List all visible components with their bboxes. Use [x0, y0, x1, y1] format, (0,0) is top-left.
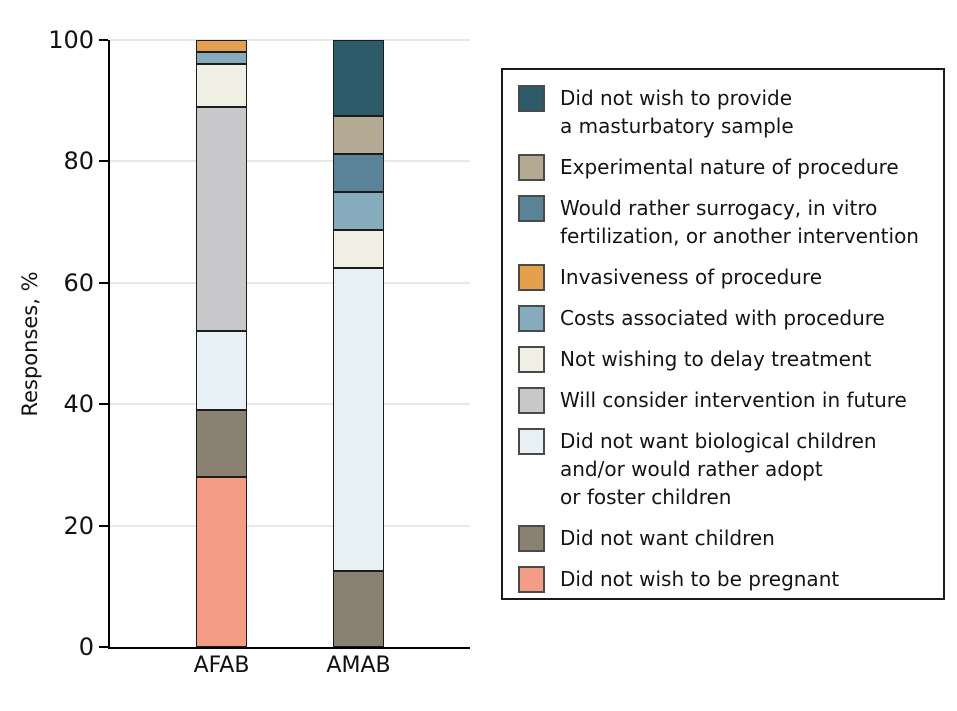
legend-label: Invasiveness of procedure [560, 263, 822, 291]
legend-item: Did not want biological children and/or w… [518, 427, 929, 511]
y-tick-mark-100 [99, 39, 108, 41]
bar-segment-amab [333, 229, 384, 268]
legend-swatch [518, 428, 545, 455]
legend-item: Did not wish to provide a masturbatory sa… [518, 84, 929, 140]
y-tick-label-100: 100 [48, 26, 94, 54]
legend-label-line: Will consider intervention in future [560, 388, 907, 412]
y-tick-mark-60 [99, 281, 108, 284]
bar-segment-afab [196, 477, 247, 647]
y-tick-mark-80 [99, 160, 108, 163]
legend-swatch [518, 566, 545, 593]
legend-label-line: Did not want biological children [560, 429, 877, 453]
y-tick-mark-20 [99, 524, 108, 527]
legend-label: Not wishing to delay treatment [560, 345, 871, 373]
x-label-amab: AMAB [326, 653, 391, 678]
legend-label-line: or foster children [560, 485, 732, 509]
plot-area: 0 20 40 60 80 100 AFAB AMAB [48, 28, 470, 678]
legend-label-line: Costs associated with procedure [560, 306, 885, 330]
bar-segment-afab [196, 331, 247, 411]
legend-label-line: a masturbatory sample [560, 114, 794, 138]
legend-label: Costs associated with procedure [560, 304, 885, 332]
legend-swatch [518, 264, 545, 291]
legend-item: Not wishing to delay treatment [518, 345, 929, 373]
legend-label: Did not want children [560, 524, 775, 552]
bar-segment-afab [196, 106, 247, 332]
legend-item: Costs associated with procedure [518, 304, 929, 332]
y-tick-mark-0 [99, 646, 108, 648]
bar-segment-amab [333, 115, 384, 154]
legend-label: Experimental nature of procedure [560, 153, 899, 181]
legend-label-line: Invasiveness of procedure [560, 265, 823, 289]
legend-label-line: Did not want children [560, 526, 775, 550]
y-tick-label-80: 80 [63, 147, 94, 176]
legend-label-line: and/or would rather adopt [560, 457, 823, 481]
y-tick-mark-40 [99, 403, 108, 406]
y-tick-label-20: 20 [63, 511, 94, 540]
legend-item: Invasiveness of procedure [518, 263, 929, 291]
legend-swatch [518, 387, 545, 414]
bar-segment-afab [196, 410, 247, 478]
bar-segment-afab [196, 40, 247, 53]
x-axis-line [108, 647, 470, 649]
gridline-80 [110, 160, 470, 163]
legend-label: Did not wish to provide a masturbatory sa… [560, 84, 794, 140]
legend-swatch [518, 195, 545, 222]
legend-label: Will consider intervention in future [560, 386, 907, 414]
legend-label-line: Would rather surrogacy, in vitro [560, 196, 878, 220]
gridline-20 [110, 524, 470, 527]
y-tick-label-60: 60 [63, 268, 94, 297]
legend-label-line: Did not wish to provide [560, 86, 793, 110]
legend-label-line: Not wishing to delay treatment [560, 347, 872, 371]
x-label-afab: AFAB [193, 653, 250, 678]
legend-label: Did not want biological children and/or w… [560, 427, 877, 511]
gridline-60 [110, 281, 470, 284]
legend-swatch [518, 154, 545, 181]
legend-label-line: Did not wish to be pregnant [560, 567, 840, 591]
bar-segment-afab [196, 52, 247, 65]
bar-segment-afab [196, 64, 247, 107]
legend-label-line: Experimental nature of procedure [560, 155, 899, 179]
legend-item: Did not want children [518, 524, 929, 552]
bar-segment-amab [333, 153, 384, 192]
legend-item: Would rather surrogacy, in vitro fertiliz… [518, 194, 929, 250]
y-tick-label-40: 40 [63, 390, 94, 419]
bar-segment-amab [333, 191, 384, 230]
gridline-40 [110, 403, 470, 406]
bar-segment-amab [333, 571, 384, 647]
y-axis-line [108, 40, 110, 647]
gridline-100 [110, 39, 470, 41]
legend-swatch [518, 85, 545, 112]
legend-item: Did not wish to be pregnant [518, 565, 929, 593]
legend-swatch [518, 346, 545, 373]
legend-label-line: fertilization, or another intervention [560, 224, 919, 248]
legend-swatch [518, 525, 545, 552]
legend-box: Did not wish to provide a masturbatory sa… [501, 68, 945, 600]
legend-label: Did not wish to be pregnant [560, 565, 839, 593]
legend-item: Experimental nature of procedure [518, 153, 929, 181]
bar-segment-amab [333, 40, 384, 116]
bar-segment-amab [333, 267, 384, 572]
legend-item: Will consider intervention in future [518, 386, 929, 414]
legend-swatch [518, 305, 545, 332]
y-tick-label-0: 0 [78, 633, 94, 661]
legend-label: Would rather surrogacy, in vitro fertiliz… [560, 194, 919, 250]
